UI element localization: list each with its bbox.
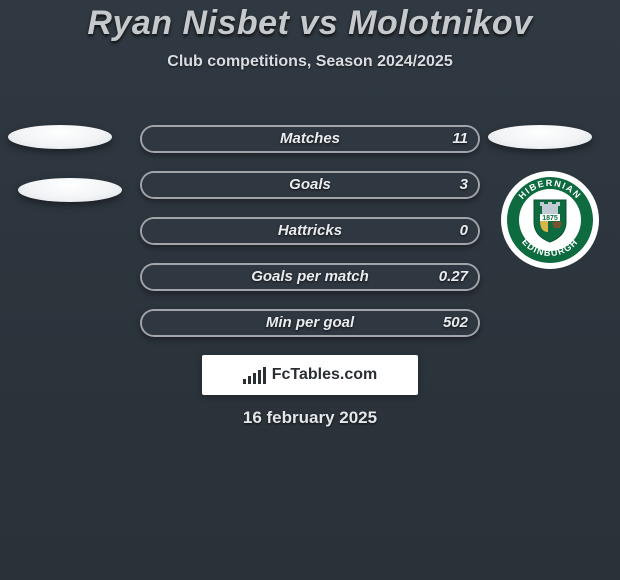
stat-row: Matches11 (140, 125, 480, 153)
stat-value-right: 0 (460, 219, 468, 243)
page-title: Ryan Nisbet vs Molotnikov (0, 0, 620, 43)
stat-row: Min per goal502 (140, 309, 480, 337)
stat-value-right: 0.27 (439, 265, 468, 289)
stat-label: Min per goal (142, 311, 478, 335)
stat-label: Goals per match (142, 265, 478, 289)
stat-value-right: 502 (443, 311, 468, 335)
club-crest: HIBERNIAN EDINBURGH 1875 (500, 170, 600, 270)
player-left-placeholder (18, 178, 122, 202)
stat-label: Goals (142, 173, 478, 197)
stat-row: Goals3 (140, 171, 480, 199)
stat-label: Matches (142, 127, 478, 151)
brand-badge: FcTables.com (202, 355, 418, 395)
stat-value-right: 3 (460, 173, 468, 197)
date-text: 16 february 2025 (0, 408, 620, 428)
brand-bars-icon (243, 366, 266, 384)
hibernian-crest-icon: HIBERNIAN EDINBURGH 1875 (500, 170, 600, 270)
stat-row: Hattricks0 (140, 217, 480, 245)
stat-value-right: 11 (452, 127, 468, 151)
stat-label: Hattricks (142, 219, 478, 243)
player-left-placeholder (8, 125, 112, 149)
stats-rows: Matches11 Goals3 Hattricks0 Goals per match… (140, 125, 480, 355)
page-subtitle: Club competitions, Season 2024/2025 (0, 53, 620, 71)
stat-row: Goals per match0.27 (140, 263, 480, 291)
brand-text: FcTables.com (272, 366, 378, 384)
player-right-placeholder (488, 125, 592, 149)
svg-text:1875: 1875 (542, 215, 558, 222)
comparison-card: Ryan Nisbet vs Molotnikov Club competiti… (0, 0, 620, 580)
